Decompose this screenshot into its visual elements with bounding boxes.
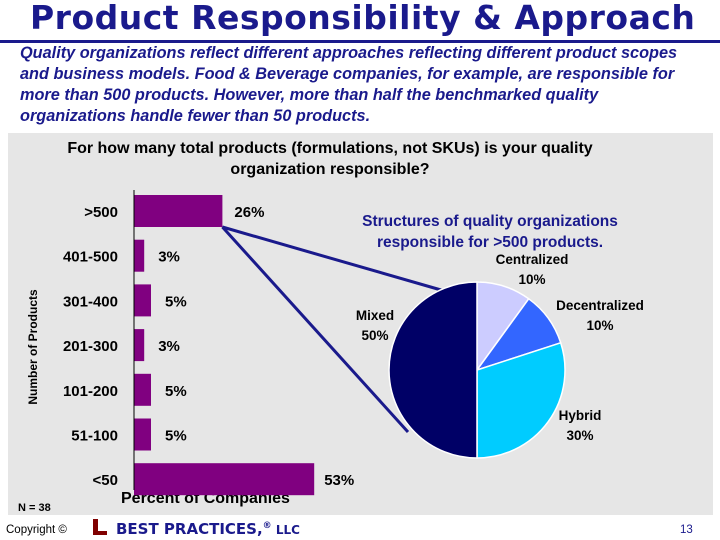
value-label: 5% (165, 383, 187, 400)
bar-5 (134, 373, 151, 406)
bar-2 (134, 239, 145, 272)
value-label: 3% (158, 338, 180, 355)
bar-1 (134, 195, 223, 227)
pie-label-value: 10% (586, 318, 613, 333)
pie-label-name: Centralized (496, 252, 569, 267)
category-label: 301-400 (63, 293, 118, 310)
slide-title: Product Responsibility & Approach (30, 0, 696, 37)
intro-text: Quality organizations reflect different … (20, 44, 678, 125)
category-label: >500 (84, 204, 118, 221)
value-label: 5% (165, 293, 187, 310)
pie-chart-title: Structures of quality organizations resp… (362, 213, 618, 251)
category-label: <50 (93, 472, 118, 489)
pie-label-name: Mixed (356, 308, 394, 323)
company-logo-icon (93, 519, 107, 535)
copyright-text: Copyright © (6, 524, 67, 536)
pie-chart: Centralized 10% Decentralized 10% Hybrid 30% M… (356, 252, 644, 459)
sample-size-label: N = 38 (18, 502, 51, 514)
pie-label-name: Decentralized (556, 298, 644, 313)
brand-suffix: LLC (271, 523, 300, 537)
pie-label-value: 50% (361, 328, 388, 343)
page-number: 13 (680, 524, 693, 536)
company-brand: BEST PRACTICES,® LLC (116, 520, 300, 538)
value-label: 3% (158, 249, 180, 266)
connector-line-lower (221, 225, 410, 434)
connector-lines (221, 225, 449, 434)
category-label: 51-100 (71, 428, 118, 445)
pie-label-value: 30% (566, 428, 593, 443)
category-label: 401-500 (63, 249, 118, 266)
pie-label-value: 10% (518, 272, 545, 287)
value-label: 53% (324, 472, 354, 489)
bar-3 (134, 284, 151, 317)
pie-slice-hybrid (476, 341, 566, 459)
survey-question: For how many total products (formulation… (67, 140, 593, 178)
bar-6 (134, 418, 151, 451)
value-label: 26% (234, 204, 264, 221)
bar-chart: >500 26% 401-500 3% 301-400 5% 201-300 3% 101-20… (63, 190, 354, 496)
chart-panel (8, 133, 713, 515)
pie-slice-mixed (388, 281, 478, 459)
title-divider (0, 40, 720, 43)
category-label: 201-300 (63, 338, 118, 355)
bar-4 (134, 329, 145, 362)
category-label: 101-200 (63, 383, 118, 400)
registered-mark: ® (262, 521, 272, 531)
bar-7 (134, 463, 315, 496)
value-label: 5% (165, 428, 187, 445)
pie-label-name: Hybrid (559, 408, 602, 423)
brand-name: BEST PRACTICES, (116, 520, 263, 538)
title-bar: Product Responsibility & Approach (0, 0, 720, 40)
connector-line-upper (221, 225, 449, 294)
